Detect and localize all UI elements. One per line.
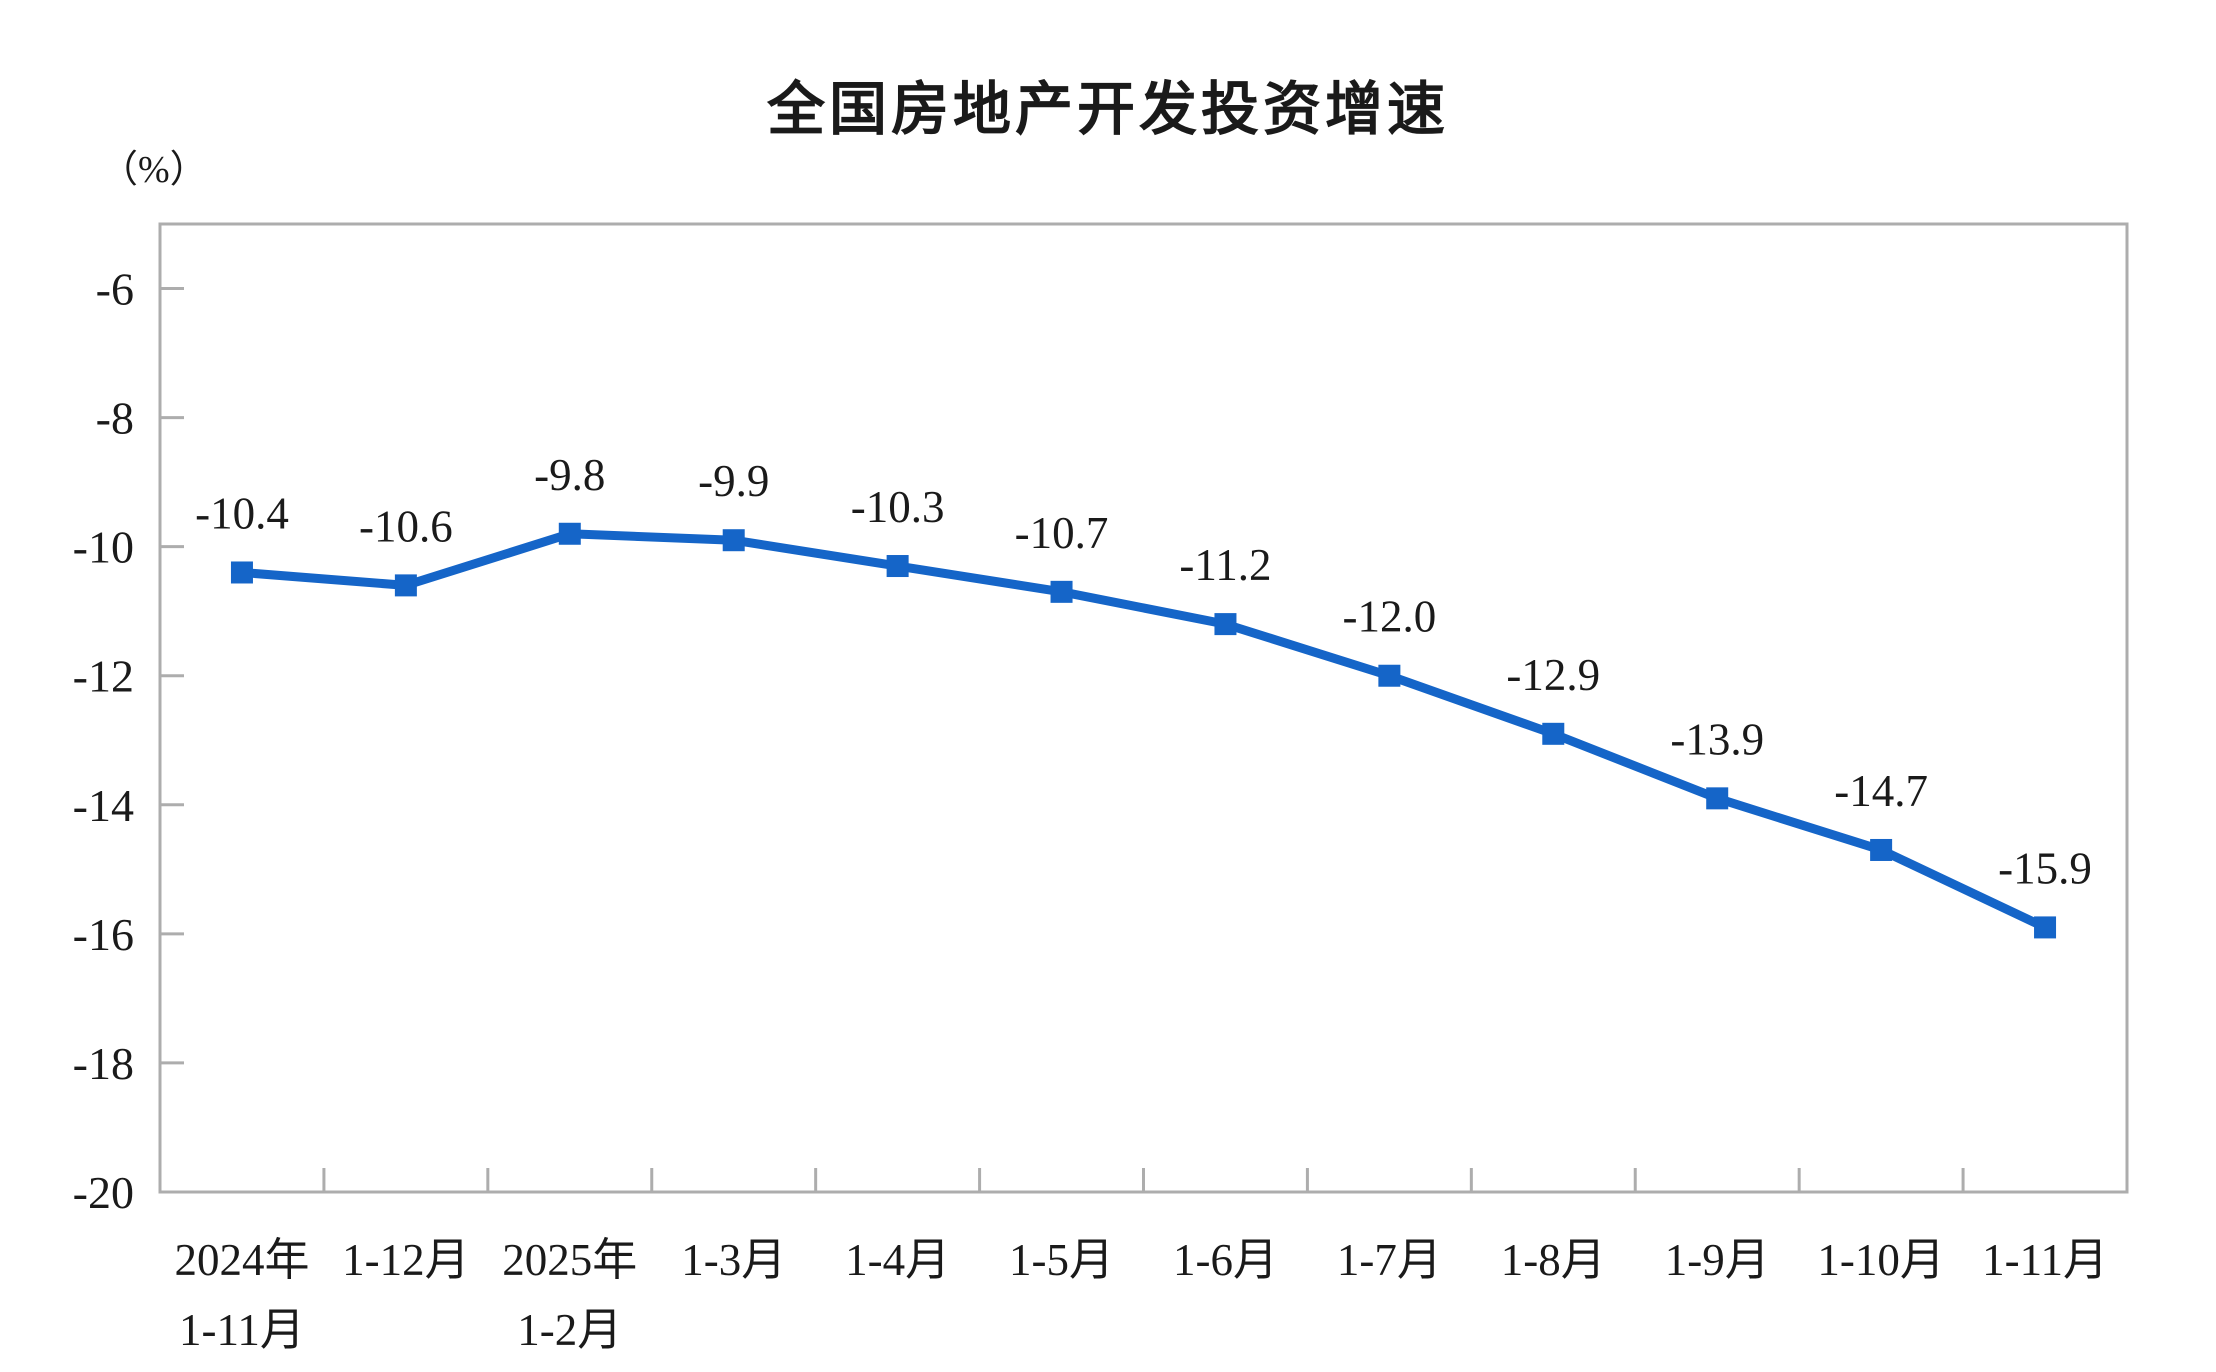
x-axis-tick-label: 1-5月: [1009, 1235, 1114, 1285]
data-point-marker: [722, 529, 745, 552]
x-axis-tick-label: 1-3月: [681, 1235, 786, 1285]
x-axis-tick-label: 1-11月: [179, 1305, 305, 1355]
data-label: -12.9: [1506, 650, 1600, 700]
data-point-marker: [1542, 722, 1565, 745]
x-axis-tick-label: 2025年: [502, 1235, 637, 1285]
x-axis-tick-label: 1-8月: [1501, 1235, 1606, 1285]
plot-border: [158, 222, 2129, 1194]
y-axis-tick-label: -14: [73, 780, 134, 831]
data-point-marker: [1378, 664, 1401, 687]
data-point-marker: [1214, 613, 1237, 636]
data-point-marker: [394, 574, 417, 597]
data-label: -10.4: [195, 488, 289, 538]
data-label: -15.9: [1998, 843, 2092, 893]
y-axis-tick-label: -8: [96, 393, 134, 444]
data-point-marker: [230, 561, 253, 584]
x-axis-tick-label: 1-10月: [1817, 1235, 1945, 1285]
data-point-marker: [1870, 838, 1893, 861]
chart-title: 全国房地产开发投资增速: [766, 77, 1449, 142]
x-axis-tick-label: 1-9月: [1665, 1235, 1770, 1285]
y-axis-tick-label: -10: [73, 522, 134, 573]
y-axis-tick-label: -20: [73, 1167, 134, 1218]
x-axis-tick-label: 1-12月: [342, 1235, 470, 1285]
data-label: -13.9: [1670, 714, 1764, 764]
data-label: -10.3: [851, 482, 945, 532]
data-label: -11.2: [1179, 540, 1271, 590]
data-label: -12.0: [1343, 592, 1437, 642]
x-axis-tick-label: 1-2月: [517, 1305, 622, 1355]
data-label: -10.6: [359, 501, 453, 551]
x-axis-tick-label: 1-7月: [1337, 1235, 1442, 1285]
data-label: -14.7: [1834, 766, 1928, 816]
data-point-marker: [1706, 787, 1729, 810]
data-label: -9.8: [534, 450, 605, 500]
data-point-marker: [886, 555, 909, 578]
data-label: -9.9: [698, 456, 769, 506]
x-axis-tick-label: 1-4月: [845, 1235, 950, 1285]
x-axis-tick-label: 1-11月: [1982, 1235, 2108, 1285]
trend-line: [237, 529, 2050, 932]
data-point-marker: [2034, 916, 2057, 939]
data-point-marker: [1050, 580, 1073, 603]
x-axis-tick-label: 2024年: [174, 1235, 309, 1285]
data-point-marker: [558, 522, 581, 545]
y-axis-tick-label: -6: [96, 264, 134, 315]
data-label: -10.7: [1015, 508, 1109, 558]
x-axis-tick-label: 1-6月: [1173, 1235, 1278, 1285]
y-axis-tick-label: -12: [73, 651, 134, 702]
y-axis-tick-label: -18: [73, 1038, 134, 1089]
y-axis-tick-label: -16: [73, 909, 134, 960]
y-axis-unit-label: （%）: [100, 149, 208, 191]
